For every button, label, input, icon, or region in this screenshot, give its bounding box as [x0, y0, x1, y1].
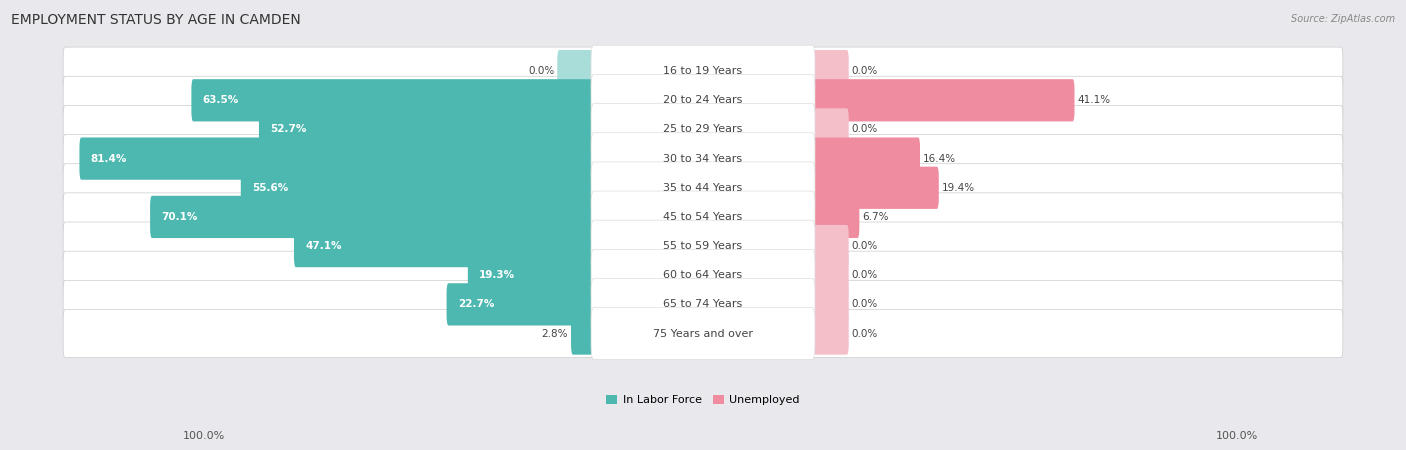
FancyBboxPatch shape [814, 166, 939, 209]
Text: 70.1%: 70.1% [162, 212, 198, 222]
Text: 75 Years and over: 75 Years and over [652, 328, 754, 338]
FancyBboxPatch shape [447, 283, 592, 325]
Text: 60 to 64 Years: 60 to 64 Years [664, 270, 742, 280]
Text: 0.0%: 0.0% [852, 66, 879, 76]
Text: 81.4%: 81.4% [90, 153, 127, 164]
FancyBboxPatch shape [557, 50, 592, 92]
FancyBboxPatch shape [814, 254, 849, 297]
Text: 0.0%: 0.0% [852, 241, 879, 251]
FancyBboxPatch shape [294, 225, 592, 267]
Text: 0.0%: 0.0% [527, 66, 554, 76]
Text: 30 to 34 Years: 30 to 34 Years [664, 153, 742, 164]
Text: 41.1%: 41.1% [1077, 95, 1111, 105]
FancyBboxPatch shape [63, 105, 1343, 153]
FancyBboxPatch shape [259, 108, 592, 151]
FancyBboxPatch shape [63, 164, 1343, 212]
FancyBboxPatch shape [591, 133, 815, 184]
Text: Source: ZipAtlas.com: Source: ZipAtlas.com [1291, 14, 1395, 23]
FancyBboxPatch shape [150, 196, 592, 238]
FancyBboxPatch shape [814, 196, 859, 238]
Text: 65 to 74 Years: 65 to 74 Years [664, 299, 742, 309]
FancyBboxPatch shape [191, 79, 592, 122]
Text: 47.1%: 47.1% [305, 241, 342, 251]
Text: 0.0%: 0.0% [852, 125, 879, 135]
Text: 63.5%: 63.5% [202, 95, 239, 105]
FancyBboxPatch shape [63, 76, 1343, 124]
FancyBboxPatch shape [571, 312, 592, 355]
FancyBboxPatch shape [814, 108, 849, 151]
FancyBboxPatch shape [591, 279, 815, 330]
Text: 16 to 19 Years: 16 to 19 Years [664, 66, 742, 76]
Text: 16.4%: 16.4% [924, 153, 956, 164]
Text: 100.0%: 100.0% [183, 431, 225, 441]
FancyBboxPatch shape [63, 47, 1343, 95]
FancyBboxPatch shape [468, 254, 592, 297]
FancyBboxPatch shape [63, 222, 1343, 270]
Text: 0.0%: 0.0% [852, 270, 879, 280]
FancyBboxPatch shape [591, 220, 815, 272]
Legend: In Labor Force, Unemployed: In Labor Force, Unemployed [606, 395, 800, 405]
FancyBboxPatch shape [591, 308, 815, 360]
Text: 0.0%: 0.0% [852, 299, 879, 309]
Text: 20 to 24 Years: 20 to 24 Years [664, 95, 742, 105]
Text: 100.0%: 100.0% [1216, 431, 1258, 441]
FancyBboxPatch shape [591, 104, 815, 155]
Text: 52.7%: 52.7% [270, 125, 307, 135]
Text: 19.4%: 19.4% [942, 183, 974, 193]
FancyBboxPatch shape [814, 138, 920, 180]
FancyBboxPatch shape [814, 283, 849, 325]
Text: 35 to 44 Years: 35 to 44 Years [664, 183, 742, 193]
FancyBboxPatch shape [591, 249, 815, 301]
FancyBboxPatch shape [814, 50, 849, 92]
Text: EMPLOYMENT STATUS BY AGE IN CAMDEN: EMPLOYMENT STATUS BY AGE IN CAMDEN [11, 14, 301, 27]
FancyBboxPatch shape [591, 45, 815, 97]
Text: 6.7%: 6.7% [862, 212, 889, 222]
FancyBboxPatch shape [63, 135, 1343, 183]
FancyBboxPatch shape [79, 138, 592, 180]
Text: 22.7%: 22.7% [458, 299, 494, 309]
Text: 55.6%: 55.6% [252, 183, 288, 193]
Text: 55 to 59 Years: 55 to 59 Years [664, 241, 742, 251]
FancyBboxPatch shape [814, 79, 1074, 122]
FancyBboxPatch shape [591, 74, 815, 126]
Text: 25 to 29 Years: 25 to 29 Years [664, 125, 742, 135]
FancyBboxPatch shape [591, 191, 815, 243]
FancyBboxPatch shape [63, 310, 1343, 358]
Text: 2.8%: 2.8% [541, 328, 568, 338]
FancyBboxPatch shape [63, 251, 1343, 299]
FancyBboxPatch shape [814, 225, 849, 267]
Text: 0.0%: 0.0% [852, 328, 879, 338]
FancyBboxPatch shape [814, 312, 849, 355]
FancyBboxPatch shape [63, 280, 1343, 328]
Text: 19.3%: 19.3% [479, 270, 515, 280]
FancyBboxPatch shape [240, 166, 592, 209]
FancyBboxPatch shape [63, 193, 1343, 241]
Text: 45 to 54 Years: 45 to 54 Years [664, 212, 742, 222]
FancyBboxPatch shape [591, 162, 815, 214]
